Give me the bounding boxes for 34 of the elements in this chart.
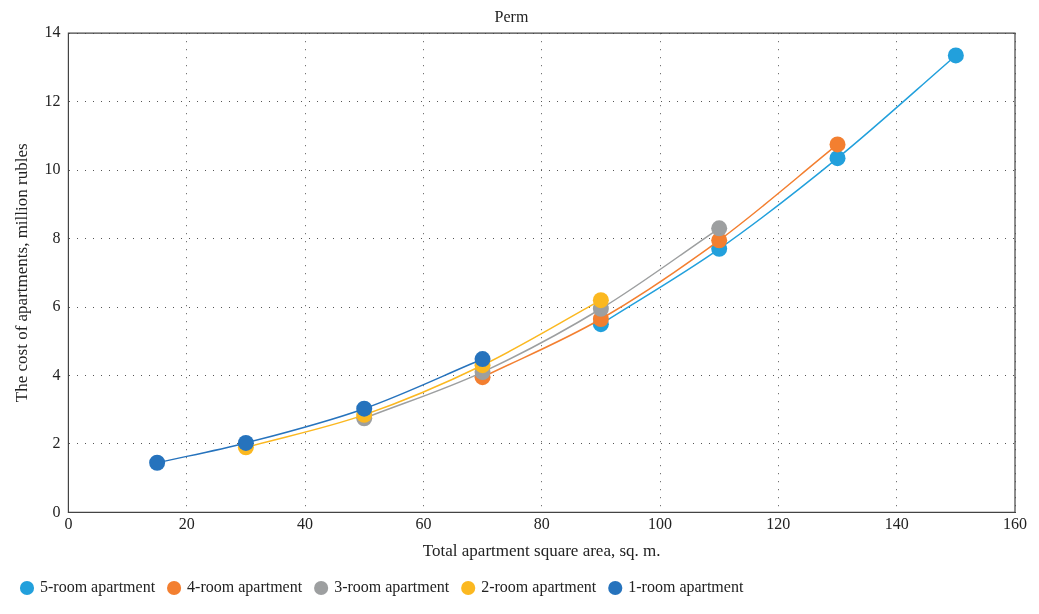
x-tick-label: 60 [415, 515, 432, 533]
y-tick-label: 4 [52, 365, 61, 383]
x-tick-label: 40 [297, 515, 314, 533]
y-tick-label: 2 [52, 434, 61, 452]
y-tick-label: 6 [52, 297, 61, 315]
y-tick-label: 0 [52, 502, 61, 520]
chart-title: Perm [494, 7, 529, 25]
y-tick-label: 8 [52, 228, 61, 246]
point [237, 434, 254, 451]
point [829, 150, 846, 167]
point [592, 292, 609, 309]
legend-label: 1-room apartment [628, 578, 744, 597]
point [711, 220, 728, 237]
legend-label: 5-room apartment [40, 578, 156, 597]
point [829, 136, 846, 153]
x-tick-label: 80 [533, 515, 550, 533]
point [149, 454, 166, 471]
legend-label: 4-room apartment [187, 578, 303, 597]
legend-label: 3-room apartment [334, 578, 450, 597]
y-axis-title: The cost of apartments, million rubles [11, 143, 31, 403]
x-tick-label: 120 [766, 515, 791, 533]
x-axis-title: Total apartment square area, sq. m. [422, 541, 661, 561]
point [474, 351, 491, 368]
x-tick-label: 0 [64, 515, 73, 533]
point [947, 47, 964, 64]
y-tick-label: 14 [44, 23, 61, 41]
x-tick-label: 100 [648, 515, 673, 533]
y-tick-label: 12 [44, 91, 61, 109]
legend-label: 2-room apartment [481, 578, 597, 597]
x-tick-label: 140 [884, 515, 909, 533]
y-tick-label: 10 [44, 160, 61, 178]
x-tick-label: 20 [178, 515, 195, 533]
x-tick-label: 160 [1003, 515, 1027, 533]
point [356, 400, 373, 417]
